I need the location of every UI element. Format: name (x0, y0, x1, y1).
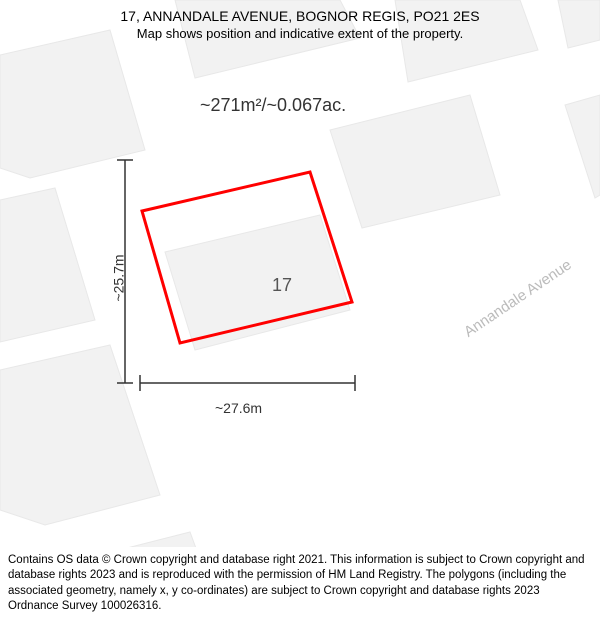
page-subtitle: Map shows position and indicative extent… (10, 26, 590, 41)
house-number-label: 17 (272, 275, 292, 296)
copyright-footer: Contains OS data © Crown copyright and d… (0, 547, 600, 625)
width-dimension-label: ~27.6m (215, 400, 262, 416)
area-label: ~271m²/~0.067ac. (200, 95, 346, 116)
page-title: 17, ANNANDALE AVENUE, BOGNOR REGIS, PO21… (10, 8, 590, 24)
map-area: ~271m²/~0.067ac. ~25.7m ~27.6m 17 Annand… (0, 0, 600, 625)
header: 17, ANNANDALE AVENUE, BOGNOR REGIS, PO21… (0, 0, 600, 45)
height-dimension-label: ~25.7m (111, 254, 127, 301)
